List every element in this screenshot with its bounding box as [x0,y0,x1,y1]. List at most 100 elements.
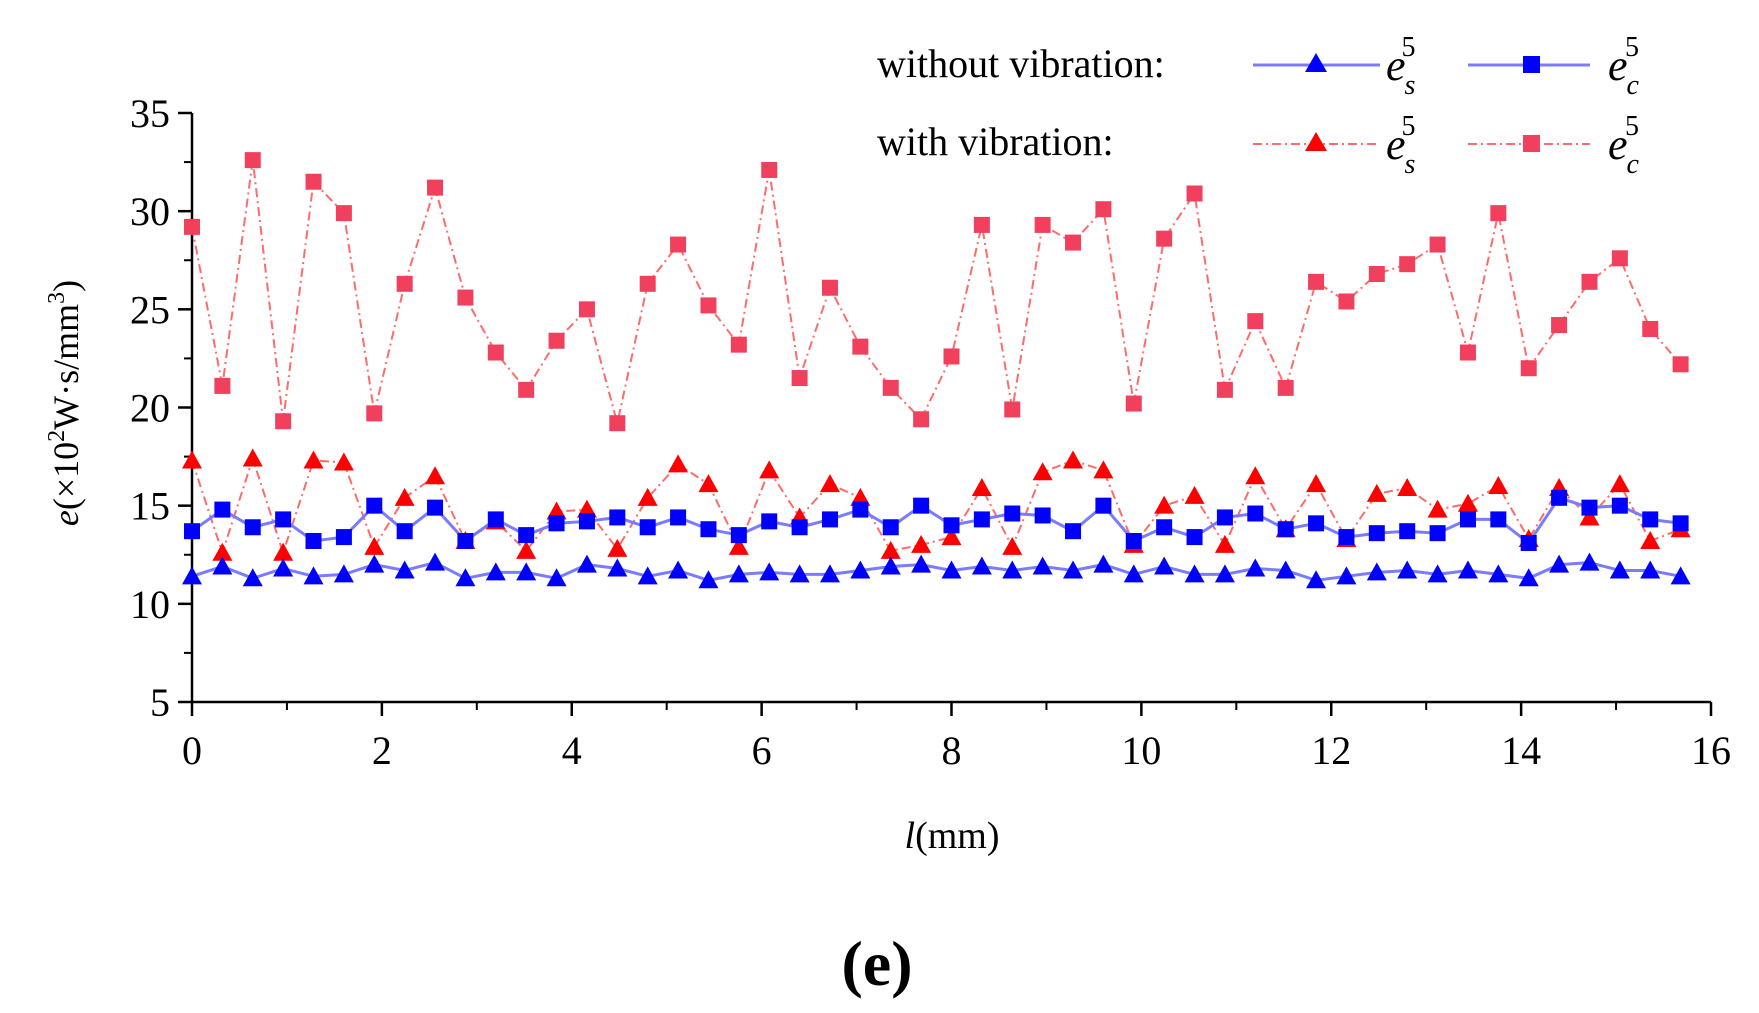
point-ec_with [1034,216,1051,233]
legend-entry-ec-without: ec5 [1468,32,1640,101]
point-es_without [1518,568,1539,587]
point-es_without [1093,554,1114,573]
x-tick-label: 12 [1311,728,1351,773]
point-ec_with [578,301,595,318]
point-ec_without [184,523,200,540]
point-es_with [303,450,324,469]
point-es_without [242,568,263,587]
point-es_with [576,499,597,518]
point-es_without [1154,556,1175,575]
point-ec_without [244,519,261,536]
legend-marker-ec-with [1523,135,1540,152]
point-ec_without [1429,525,1446,542]
series-es-without-vibration [182,552,1691,589]
point-es_without [1488,564,1509,583]
point-ec_without [548,515,565,532]
series-es-with-vibration [182,448,1691,561]
point-ec_with [700,297,717,314]
point-es_with [1427,499,1448,518]
point-es_without [182,566,202,585]
legend-entry-ec-with: ec5 [1468,111,1640,180]
point-ec_with [548,332,565,349]
point-ec_without [396,523,413,540]
point-ec_without [670,509,687,526]
point-es_with [273,542,294,561]
point-ec_with [1520,360,1537,377]
point-ec_without [1338,529,1355,546]
point-ec_without [943,517,960,534]
point-ec_without [1459,511,1476,528]
point-es_without [759,562,780,581]
point-ec_without [852,501,869,518]
point-es_without [850,560,871,579]
point-es_without [789,564,810,583]
point-ec_with [457,289,474,306]
point-ec_with [427,179,444,196]
point-es_without [1427,564,1448,583]
point-ec_without [821,511,838,528]
point-es_without [668,560,689,579]
x-tick-label: 16 [1691,728,1731,773]
x-axis-label: l(mm) [905,815,1000,857]
y-ticks: 5 10 15 20 25 30 35 [130,91,192,725]
point-es_without [1336,566,1357,585]
point-ec_with [1065,234,1082,251]
legend-sym-es-without: es5 [1386,32,1416,101]
point-es_without [1579,552,1600,571]
x-minor-ticks [285,702,1618,710]
point-es_with [698,474,719,493]
point-es_without [1275,560,1296,579]
point-ec_with [1611,250,1628,267]
point-es_with [1366,483,1387,502]
y-tick-label: 25 [130,287,170,332]
point-ec_without [1156,519,1173,536]
point-ec_with [1277,379,1294,396]
point-ec_without [1004,505,1021,522]
point-es_with [668,454,689,473]
point-ec_with [1399,256,1416,273]
point-es_without [546,568,567,587]
legend-marker-es-with [1305,132,1327,151]
point-ec_with [184,218,200,235]
point-es_with [364,536,385,555]
point-es_without [698,570,719,589]
point-es_with [759,460,780,479]
point-ec_without [1277,521,1294,538]
point-es_without [576,554,597,573]
point-es_without [394,560,415,579]
point-ec_with [1642,320,1659,337]
series-ec-without-vibration [184,489,1689,551]
legend-marker-ec-without [1523,56,1540,73]
point-ec_with [609,415,626,432]
point-es_without [1549,554,1570,573]
y-tick-label: 10 [130,582,170,627]
point-ec_without [882,519,899,536]
y-label-close: ) [46,280,86,292]
point-ec_without [1399,523,1416,540]
point-ec_with [1216,381,1233,398]
point-es_without [1457,560,1478,579]
point-ec_without [1611,497,1628,514]
point-ec_with [518,381,535,398]
x-tick-label: 6 [752,728,772,773]
point-ec_with [275,413,292,430]
point-ec_with [1004,401,1021,418]
point-es_without [1366,562,1387,581]
x-tick-label: 8 [942,728,962,773]
point-es_with [182,450,202,469]
point-es_with [212,542,233,561]
point-ec_with [852,338,869,355]
point-es_without [1032,556,1053,575]
y-tick-label: 20 [130,386,170,431]
y-tick-label: 30 [130,189,170,234]
legend-sym-ec-without: ec5 [1608,32,1640,101]
point-es_with [425,466,446,485]
point-ec_without [1186,529,1203,546]
legend-sym-ec-with: ec5 [1608,111,1640,180]
point-ec_without [1642,511,1659,528]
point-ec_with [1581,273,1598,290]
x-tick-label: 14 [1501,728,1541,773]
point-ec_without [1308,515,1325,532]
y-tick-label: 5 [150,680,170,725]
